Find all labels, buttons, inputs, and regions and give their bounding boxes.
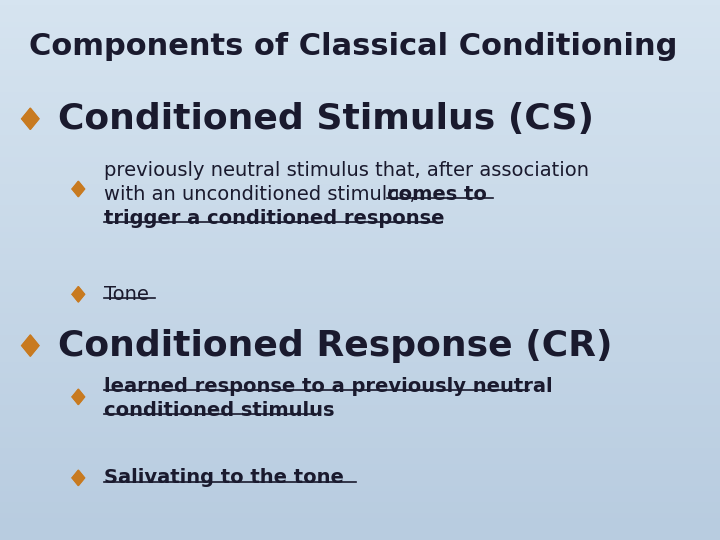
Polygon shape — [22, 108, 39, 130]
Polygon shape — [72, 470, 85, 485]
Text: Tone: Tone — [104, 285, 149, 304]
Text: with an unconditioned stimulus,: with an unconditioned stimulus, — [104, 185, 423, 204]
Text: Conditioned Response (CR): Conditioned Response (CR) — [58, 329, 612, 362]
Text: conditioned stimulus: conditioned stimulus — [104, 401, 335, 420]
Text: learned response to a previously neutral: learned response to a previously neutral — [104, 376, 553, 396]
Text: Salivating to the tone: Salivating to the tone — [104, 468, 344, 488]
Text: comes to: comes to — [387, 185, 487, 204]
Polygon shape — [72, 181, 85, 197]
Text: Conditioned Stimulus (CS): Conditioned Stimulus (CS) — [58, 102, 593, 136]
Polygon shape — [72, 287, 85, 302]
Text: previously neutral stimulus that, after association: previously neutral stimulus that, after … — [104, 160, 590, 180]
Polygon shape — [72, 389, 85, 404]
Polygon shape — [22, 335, 39, 356]
Text: Components of Classical Conditioning: Components of Classical Conditioning — [29, 32, 678, 62]
Text: trigger a conditioned response: trigger a conditioned response — [104, 209, 445, 228]
